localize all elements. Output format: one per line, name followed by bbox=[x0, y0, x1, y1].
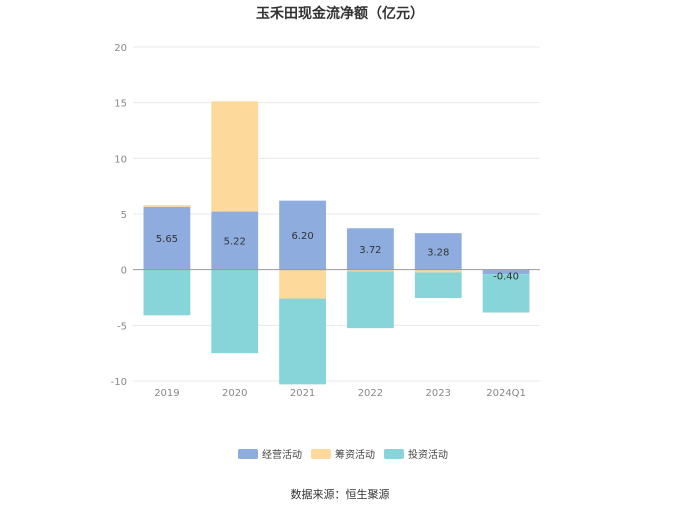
legend-swatch bbox=[311, 449, 331, 459]
bar-segment bbox=[143, 206, 191, 270]
chart-title: 玉禾田现金流净额（亿元） bbox=[256, 6, 424, 22]
gridlines bbox=[133, 46, 540, 382]
bar-segment bbox=[279, 269, 326, 299]
data-label: 3.72 bbox=[359, 245, 381, 256]
data-label: 3.28 bbox=[427, 247, 449, 258]
data-labels: 5.65 5.22 6.20 3.72 3.28 -0.40 bbox=[156, 231, 519, 283]
bar-segment bbox=[347, 271, 394, 329]
legend-label: 筹资活动 bbox=[335, 448, 375, 461]
data-label: 5.65 bbox=[156, 234, 178, 245]
bar-segment bbox=[347, 228, 394, 270]
y-tick-label: 15 bbox=[114, 99, 127, 110]
y-axis: -10 -5 0 5 10 15 20 bbox=[111, 43, 127, 388]
bar-segment bbox=[211, 269, 259, 354]
bar-segment bbox=[279, 298, 326, 385]
x-tick-label: 2022 bbox=[358, 388, 383, 399]
y-tick-label: -5 bbox=[117, 321, 127, 332]
legend-label: 经营活动 bbox=[262, 448, 302, 461]
y-tick-label: 10 bbox=[114, 154, 127, 165]
legend-swatch bbox=[384, 449, 404, 459]
bar-segment bbox=[143, 205, 191, 207]
bar-segment bbox=[143, 269, 191, 316]
x-tick-label: 2020 bbox=[222, 388, 247, 399]
x-tick-label: 2019 bbox=[154, 388, 179, 399]
bar-segment bbox=[482, 274, 530, 313]
y-tick-label: 20 bbox=[114, 43, 127, 54]
legend: 经营活动 筹资活动 投资活动 bbox=[238, 448, 448, 461]
bar-segment bbox=[414, 233, 462, 270]
data-source: 数据来源：恒生聚源 bbox=[290, 488, 390, 501]
x-axis: 2019 2020 2021 2022 2023 2024Q1 bbox=[154, 388, 526, 399]
x-tick-label: 2021 bbox=[290, 388, 315, 399]
bar-segment bbox=[347, 269, 394, 272]
data-label: 5.22 bbox=[224, 237, 246, 248]
bar-segment bbox=[482, 269, 530, 275]
bars bbox=[143, 101, 530, 385]
data-label: 6.20 bbox=[291, 231, 313, 242]
x-tick-label: 2023 bbox=[426, 388, 451, 399]
bar-segment bbox=[414, 272, 462, 299]
y-tick-label: 5 bbox=[121, 210, 127, 221]
y-tick-label: -10 bbox=[111, 377, 127, 388]
bar-segment bbox=[211, 101, 259, 212]
y-tick-label: 0 bbox=[121, 266, 127, 277]
legend-label: 投资活动 bbox=[408, 448, 448, 461]
legend-swatch bbox=[238, 449, 258, 459]
bar-segment bbox=[414, 269, 462, 273]
x-tick-label: 2024Q1 bbox=[486, 388, 526, 399]
data-label: -0.40 bbox=[493, 272, 519, 283]
bar-segment bbox=[211, 211, 259, 270]
bar-segment bbox=[279, 200, 326, 270]
